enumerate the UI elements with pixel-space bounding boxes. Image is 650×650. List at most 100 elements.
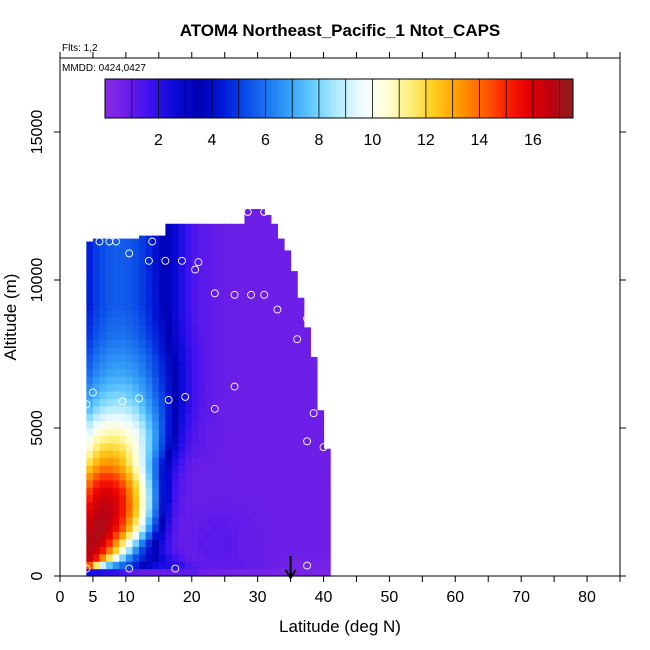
heatmap-cell <box>264 531 272 540</box>
heatmap-cell <box>244 420 252 429</box>
heatmap-cell <box>284 383 292 392</box>
heatmap-cell <box>145 272 153 281</box>
heatmap-cell <box>145 398 153 407</box>
heatmap-cell <box>145 383 153 392</box>
heatmap-cell <box>158 317 167 325</box>
heatmap-cell <box>257 272 265 281</box>
heatmap-cell <box>112 509 120 518</box>
heatmap-cell <box>277 516 285 525</box>
heatmap-cell <box>145 413 153 422</box>
heatmap-cell <box>99 243 107 251</box>
colorbar-segment <box>161 79 166 118</box>
heatmap-cell <box>264 472 272 481</box>
observation-point <box>82 400 91 409</box>
heatmap-cell <box>92 324 101 333</box>
heatmap-cell <box>178 435 186 444</box>
heatmap-cell <box>86 428 94 436</box>
heatmap-cell <box>106 257 114 266</box>
heatmap-cell <box>145 324 153 333</box>
heatmap-cell <box>310 509 318 518</box>
heatmap-cell <box>297 442 305 451</box>
heatmap-cell <box>251 324 259 333</box>
heatmap-cell <box>145 265 153 274</box>
heatmap-cell <box>119 238 127 244</box>
heatmap-cell <box>231 272 239 281</box>
heatmap-cell <box>86 265 94 274</box>
heatmap-cell <box>218 257 226 266</box>
colorbar-segment <box>235 79 240 118</box>
heatmap-cell <box>125 546 134 555</box>
heatmap-cell <box>218 302 226 311</box>
heatmap-cell <box>277 287 285 296</box>
heatmap-cell <box>119 428 127 436</box>
heatmap-cell <box>270 250 279 259</box>
heatmap-cell <box>139 368 147 377</box>
heatmap-cell <box>125 250 134 259</box>
heatmap-cell <box>185 243 193 251</box>
heatmap-cell <box>316 494 325 503</box>
heatmap-cell <box>172 479 180 488</box>
heatmap-cell <box>270 346 279 355</box>
heatmap-cell <box>264 361 272 370</box>
colorbar-segment <box>532 79 537 118</box>
heatmap-cell <box>244 494 252 503</box>
heatmap-cell <box>152 546 160 555</box>
heatmap-cell <box>316 442 325 451</box>
heatmap-cell <box>185 524 193 533</box>
heatmap-cell <box>145 317 153 325</box>
heatmap-cell <box>284 546 292 555</box>
heatmap-cell <box>185 516 193 525</box>
heatmap-cell <box>244 391 252 399</box>
heatmap-cell <box>119 546 127 555</box>
heatmap-cell <box>185 324 193 333</box>
heatmap-cell <box>106 531 114 540</box>
heatmap-cell <box>297 435 305 444</box>
heatmap-cell <box>270 294 279 303</box>
heatmap-cell <box>172 346 180 355</box>
heatmap-cell <box>178 376 186 385</box>
heatmap-cell <box>290 539 298 547</box>
heatmap-cell <box>125 361 134 370</box>
heatmap-cell <box>204 324 213 333</box>
heatmap-cell <box>139 420 147 429</box>
heatmap-cell <box>198 324 206 333</box>
colorbar-segment <box>509 79 514 118</box>
heatmap-cell <box>172 228 180 237</box>
colorbar-tick-label: 8 <box>314 132 323 149</box>
heatmap-cell <box>119 317 127 325</box>
heatmap-cell <box>132 280 140 288</box>
heatmap-cell <box>119 346 127 355</box>
heatmap-cell <box>158 524 167 533</box>
heatmap-cell <box>198 243 206 251</box>
heatmap-cell <box>231 516 239 525</box>
heatmap-cell <box>237 398 246 407</box>
heatmap-cell <box>257 368 265 377</box>
heatmap-cell <box>264 280 272 288</box>
heatmap-cell <box>172 280 180 288</box>
colorbar-segment <box>225 79 230 118</box>
heatmap-cell <box>270 531 279 540</box>
heatmap-cell <box>218 568 226 577</box>
heatmap-cell <box>152 376 160 385</box>
heatmap-cell <box>86 309 94 318</box>
colorbar-segment <box>342 79 347 118</box>
heatmap-cell <box>178 398 186 407</box>
heatmap-cell <box>178 257 186 266</box>
heatmap-cell <box>198 339 206 348</box>
heatmap-cell <box>204 391 213 399</box>
heatmap-cell <box>257 502 265 510</box>
heatmap-cell <box>316 410 325 414</box>
heatmap-cell <box>204 502 213 510</box>
heatmap-cell <box>231 546 239 555</box>
heatmap-cell <box>316 420 325 429</box>
heatmap-cell <box>125 287 134 296</box>
heatmap-cell <box>224 568 232 577</box>
heatmap-cell <box>119 465 127 473</box>
heatmap-cell <box>204 405 213 414</box>
heatmap-cell <box>297 354 305 362</box>
x-tick-label: 30 <box>249 589 267 606</box>
heatmap-cell <box>257 346 265 355</box>
heatmap-cell <box>211 435 219 444</box>
heatmap-cell <box>92 287 101 296</box>
heatmap-cell <box>303 472 311 481</box>
